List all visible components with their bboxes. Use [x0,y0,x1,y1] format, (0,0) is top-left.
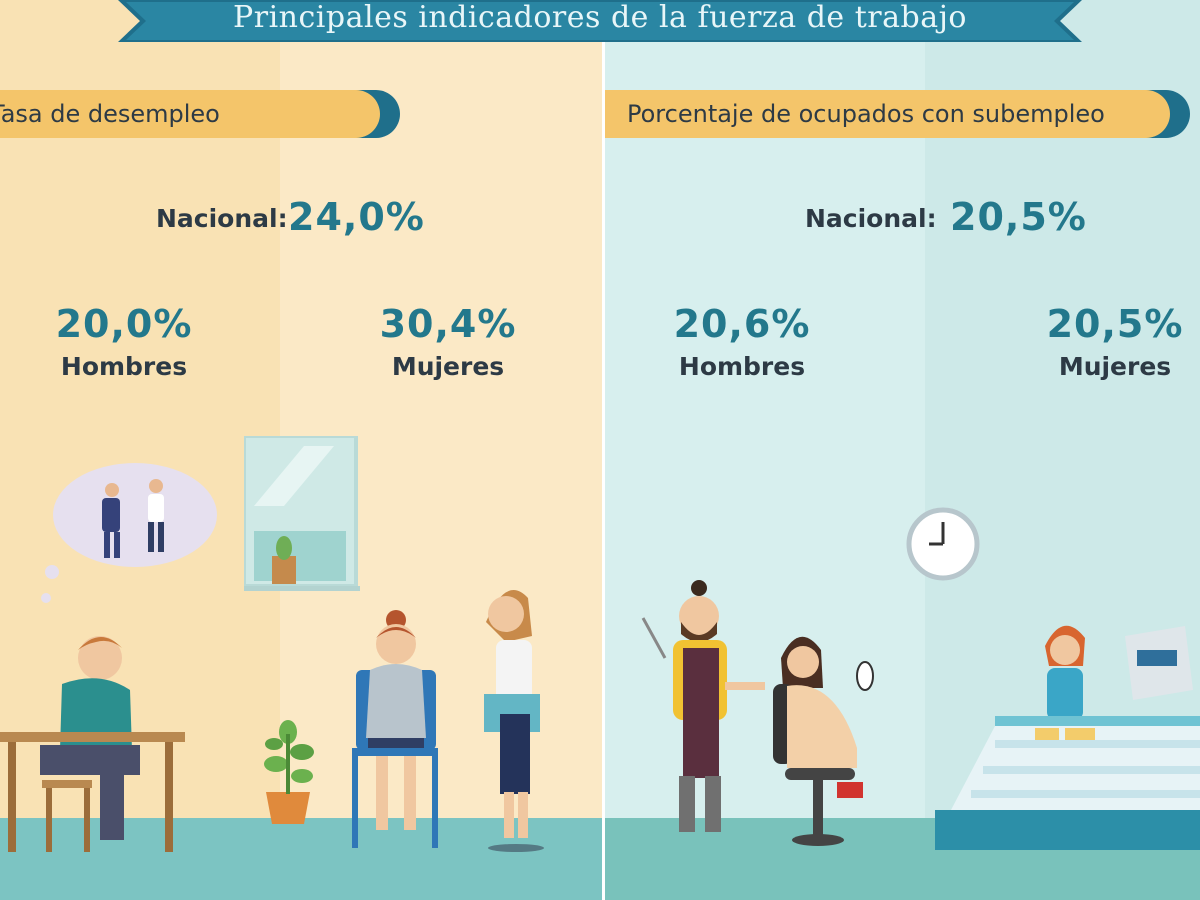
men-stat: 20,0% Hombres [14,302,234,381]
unemployed-man-illustration [0,636,185,852]
men-value: 20,6% [673,302,811,346]
title-banner: Principales indicadores de la fuerza de … [118,0,1082,42]
barber-illustration [641,580,765,832]
underemployment-ribbon-label: Porcentaje de ocupados con subempleo [627,100,1105,128]
banner-shape [118,0,1082,42]
unemployment-panel: Tasa de desempleo Nacional: 24,0% 20,0% … [0,0,602,900]
women-stat: 20,5% Mujeres [1005,302,1200,381]
seated-woman-illustration [352,610,438,848]
men-label: Hombres [60,352,188,381]
thought-bubble-illustration [41,463,217,603]
women-value: 30,4% [379,302,517,346]
unemployment-ribbon-label: Tasa de desempleo [0,100,220,128]
panel-divider [602,0,605,900]
salon-client-illustration [773,636,874,846]
national-label: Nacional: [805,204,937,233]
clock-icon [906,507,980,581]
shop-counter-illustration [935,625,1200,850]
standing-woman-illustration [484,590,544,852]
plant-illustration [264,720,314,824]
underemployment-panel: Porcentaje de ocupados con subempleo Nac… [605,0,1200,900]
unemployment-ribbon: Tasa de desempleo [0,90,410,138]
national-value: 20,5% [950,195,1087,239]
window-illustration [244,436,360,591]
women-value: 20,5% [1046,302,1184,346]
women-stat: 30,4% Mujeres [338,302,558,381]
men-value: 20,0% [55,302,193,346]
page-title: Principales indicadores de la fuerza de … [233,0,967,35]
men-stat: 20,6% Hombres [632,302,852,381]
national-value: 24,0% [288,195,425,239]
national-label: Nacional: [156,204,288,233]
underemployment-ribbon: Porcentaje de ocupados con subempleo [605,90,1190,138]
men-label: Hombres [678,352,806,381]
women-label: Mujeres [391,352,505,381]
women-label: Mujeres [1058,352,1172,381]
